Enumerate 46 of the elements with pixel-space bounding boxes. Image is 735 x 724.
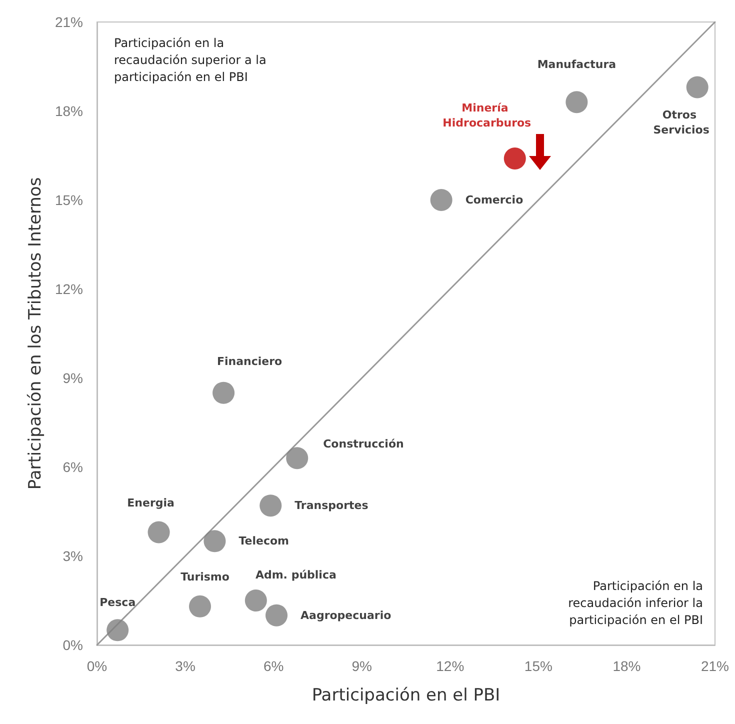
point	[148, 521, 170, 544]
y-tick-label: 12%	[54, 281, 83, 297]
series-label: Otros Servicios	[653, 108, 710, 136]
point	[212, 382, 235, 404]
point	[566, 91, 588, 114]
y-tick-label: 0%	[62, 637, 83, 653]
y-axis-title: Participación en los Tributos Internos	[26, 177, 46, 490]
point	[189, 595, 211, 618]
series-label: Comercio	[465, 194, 524, 206]
x-tick-label: 21%	[700, 658, 730, 674]
x-tick-label: 9%	[352, 658, 372, 674]
y-tick-label: 18%	[54, 103, 83, 119]
x-tick-label: 0%	[86, 658, 108, 674]
series-label: Adm. pública	[255, 568, 336, 582]
series-label: Construcción	[323, 438, 404, 451]
series-label: Pesca	[100, 596, 136, 610]
x-tick-label: 3%	[175, 658, 196, 674]
text: Minería Hidrocarburos	[442, 101, 532, 130]
point	[686, 76, 708, 98]
y-tick-label: 15%	[54, 192, 83, 208]
series-label: Aagropecuario	[300, 608, 392, 622]
point	[266, 604, 288, 626]
point	[286, 447, 308, 470]
x-tick-label: 18%	[612, 658, 641, 674]
x-tick-label: 12%	[436, 658, 464, 674]
point	[244, 590, 267, 612]
annotation: Participación en la recaudación inferior la participación en el PBI	[567, 578, 703, 629]
x-axis-title: Participación en el PBI	[312, 686, 500, 706]
series-label: Telecom	[238, 534, 289, 548]
y-tick-label: 6%	[62, 459, 83, 475]
x-tick-label: 6%	[263, 658, 284, 674]
y-tick-label: 3%	[62, 548, 83, 564]
text: Manufactura	[537, 58, 616, 72]
point	[260, 494, 282, 517]
point	[504, 147, 526, 170]
series-label: Transportes	[294, 499, 369, 512]
series-label: Turismo	[180, 570, 230, 584]
point	[430, 189, 452, 211]
y-tick-label: 9%	[62, 370, 83, 386]
point	[204, 530, 226, 552]
series-label: Financiero	[216, 354, 283, 368]
point	[106, 619, 129, 642]
series-label: Energia	[127, 496, 174, 510]
x-tick-label: 15%	[524, 658, 552, 674]
annotation: Participación en la recaudación superior a la participación en el PBI	[114, 35, 268, 86]
y-tick-label: 21%	[54, 14, 83, 30]
